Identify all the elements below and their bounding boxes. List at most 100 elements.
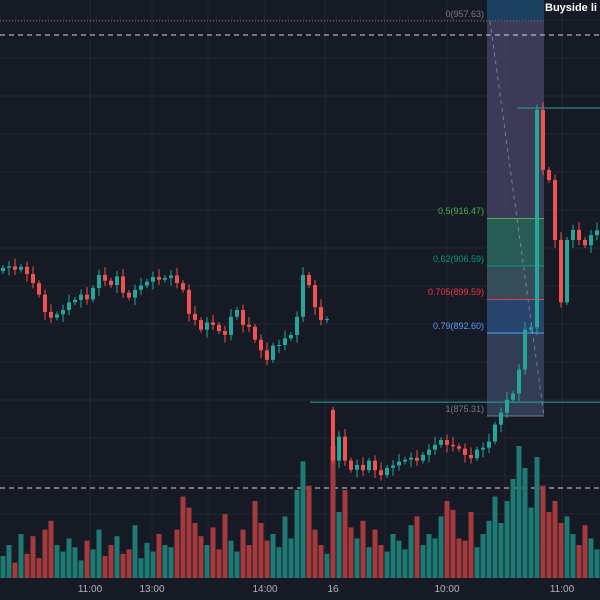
volume-bar [288,538,294,578]
volume-bar [36,558,42,578]
volume-bar [510,479,516,578]
candle-body [499,412,503,425]
volume-bar [336,512,342,578]
candle-body [517,369,521,394]
x-tick: 11:00 [77,584,103,595]
fib-level-label: 0.705(899.59) [427,287,484,298]
volume-bar [42,529,48,578]
candle-body [49,311,53,318]
candle-body [583,239,587,246]
candle-body [361,464,365,471]
fib-zone [487,21,544,219]
candle-body [175,275,179,284]
volume-bar [246,545,252,578]
candle-body [343,436,347,461]
candle-body [247,324,251,327]
candle-body [7,266,11,268]
candle-body [127,292,131,298]
fib-top-zone [487,0,544,21]
candle-body [133,289,137,298]
x-tick: 10:00 [434,584,460,595]
candle-body [193,313,197,321]
volume-bar [6,545,12,578]
volume-bar [372,529,378,578]
candle-body [217,324,221,332]
volume-bar [318,545,324,578]
candle-body [463,448,467,455]
candle-body [511,393,515,400]
candle-body [187,289,191,314]
candle-body [577,229,581,240]
candle-body [457,446,461,449]
candle-body [205,322,209,330]
price-chart[interactable] [0,0,600,578]
candle-body [487,441,491,448]
volume-bar [570,534,576,578]
candle-body [385,467,389,476]
candle-body [145,281,149,286]
volume-bar [474,547,480,578]
candle-body [61,309,65,315]
volume-bar [174,529,180,578]
volume-bar [102,556,108,578]
candle-body [445,440,449,445]
candle-body [43,294,47,312]
candle-body [199,320,203,330]
volume-bar [540,485,546,578]
candle-body [523,329,527,370]
candle-body [475,449,479,459]
x-tick: 11:00 [549,584,575,595]
candle-body [103,274,107,281]
fib-level-label: 0(957.63) [445,9,484,19]
volume-bar [96,529,102,578]
volume-bar [252,501,258,578]
candle-body [331,409,335,461]
candle-body [31,273,35,284]
candle-body [565,239,569,303]
candle-body [19,266,23,270]
volume-bar [264,540,270,578]
candle-body [295,316,299,335]
candle-body [439,440,443,445]
volume-bar [30,536,36,578]
fib-zone [487,299,544,334]
volume-bar [12,562,18,578]
candle-body [13,266,17,270]
volume-bar [198,536,204,578]
candle-body [547,169,551,180]
candle-body [253,326,257,340]
candle-body [433,444,437,450]
time-axis[interactable]: 11:00 13:00 14:00 16 10:00 11:00 [0,578,600,600]
candle-body [139,285,143,290]
candle-body [469,454,473,459]
volume-bar [90,549,96,578]
volume-bar [270,534,276,578]
volume-bar [552,501,558,578]
candle-body [85,294,89,300]
volume-bar [402,549,408,578]
candle-body [505,399,509,413]
candle-body [337,436,341,461]
volume-bar [498,523,504,578]
volume-bar [462,540,468,578]
candle-body [541,109,545,170]
candle-body [1,267,5,272]
volume-bar [534,457,540,578]
volume-bar [582,525,588,578]
volume-bar [78,560,84,578]
candle-body [397,461,401,466]
volume-bar [300,461,306,578]
volume-bar [516,446,522,578]
volume-bar [420,545,426,578]
candle-body [271,345,275,360]
candle-body [571,229,575,240]
candle-body [67,302,71,310]
volume-bar [312,529,318,578]
volume-bar [144,542,150,578]
volume-bar [594,549,600,578]
candle-body [235,309,239,317]
volume-bar [492,496,498,578]
fib-zone [487,218,544,266]
volume-bar [468,512,474,578]
